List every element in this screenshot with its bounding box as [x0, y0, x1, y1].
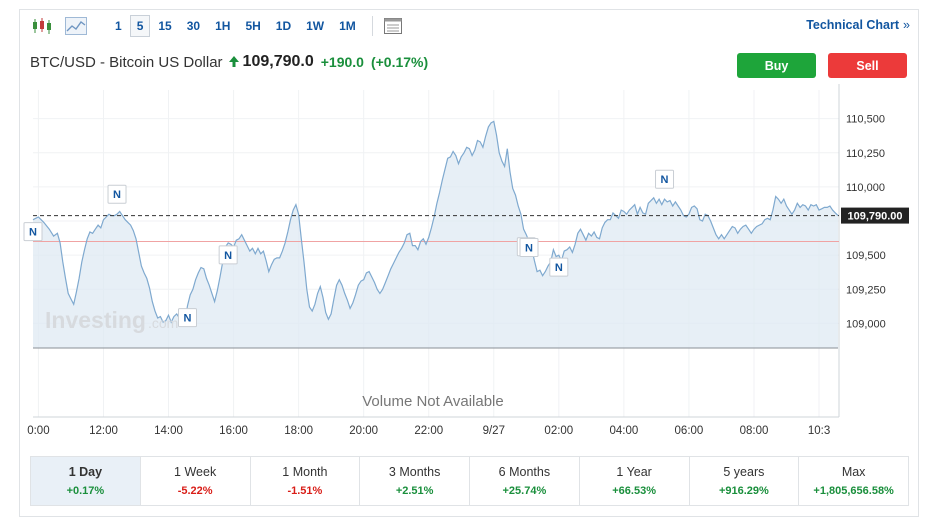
- interval-1[interactable]: 1: [115, 19, 122, 33]
- x-tick-label: 06:00: [675, 425, 704, 437]
- sell-button[interactable]: Sell: [828, 53, 907, 78]
- interval-15[interactable]: 15: [158, 19, 172, 33]
- last-price-tag-label: 109,790.00: [847, 211, 902, 223]
- news-marker-label: N: [224, 250, 232, 262]
- x-tick-label: 0:00: [27, 425, 49, 437]
- interval-5[interactable]: 5: [129, 15, 151, 37]
- last-price: 109,790.0: [242, 53, 314, 70]
- y-tick-label: 110,500: [846, 114, 885, 126]
- y-tick-label: 110,000: [846, 182, 885, 194]
- price-change-percent: (+0.17%): [370, 54, 429, 70]
- news-marker-label: N: [661, 174, 669, 186]
- period-change: -5.22%: [177, 485, 213, 497]
- y-tick-label: 109,000: [846, 318, 886, 330]
- price-area-fill: [33, 121, 838, 349]
- x-tick-label: 12:00: [89, 425, 118, 437]
- technical-chart-label: Technical Chart: [806, 18, 900, 32]
- y-tick-label: 109,250: [846, 284, 886, 296]
- period-label: Max: [841, 465, 866, 479]
- period-change: +916.29%: [718, 485, 769, 497]
- area-chart-icon[interactable]: [64, 15, 88, 37]
- period-1-month[interactable]: 1 Month -1.51%: [251, 457, 361, 505]
- interval-1w[interactable]: 1W: [306, 19, 325, 33]
- x-tick-label: 9/27: [483, 425, 505, 437]
- news-marker-label: N: [184, 313, 192, 325]
- double-chevron-right-icon: »: [903, 18, 910, 32]
- news-marker: [23, 222, 43, 242]
- interval-30[interactable]: 30: [186, 19, 201, 33]
- chart-toolbar: 1 5 15 30 1H 5H 1D 1W 1M Technical Chart…: [20, 10, 918, 42]
- period-change: +25.74%: [502, 485, 547, 497]
- x-tick-label: 16:00: [219, 425, 248, 437]
- buy-button[interactable]: Buy: [737, 53, 816, 78]
- interval-1m[interactable]: 1M: [339, 19, 356, 33]
- x-tick-label: 08:00: [740, 425, 769, 437]
- interval-1h[interactable]: 1H: [215, 19, 231, 33]
- period-1-week[interactable]: 1 Week -5.22%: [141, 457, 251, 505]
- period-change: -1.51%: [287, 485, 323, 497]
- y-tick-label: 109,500: [846, 250, 886, 262]
- period-change: +2.51%: [395, 485, 434, 497]
- period-3-months[interactable]: 3 Months +2.51%: [360, 457, 470, 505]
- period-change: +1,805,656.58%: [813, 485, 894, 497]
- period-6-months[interactable]: 6 Months +25.74%: [470, 457, 580, 505]
- period-label: 1 Week: [174, 465, 217, 479]
- news-marker: [519, 238, 539, 258]
- price-line: [32, 120, 839, 325]
- x-tick-label: 14:00: [154, 425, 183, 437]
- price-change: +190.0: [320, 54, 364, 70]
- investing-watermark: Investing: [45, 307, 146, 333]
- x-tick-label: 10:3: [808, 425, 830, 437]
- candlestick-icon[interactable]: [30, 15, 54, 37]
- y-tick-label: 110,250: [846, 148, 885, 160]
- toolbar-divider: [371, 16, 373, 36]
- news-marker-label: N: [525, 243, 533, 255]
- investing-watermark-suffix: .com: [148, 315, 178, 331]
- x-tick-label: 02:00: [544, 425, 573, 437]
- period-1-day[interactable]: 1 Day +0.17%: [31, 457, 141, 505]
- news-marker: [177, 308, 197, 328]
- table-icon[interactable]: [381, 15, 405, 37]
- period-change: +0.17%: [66, 485, 105, 497]
- period-1-year[interactable]: 1 Year +66.53%: [580, 457, 690, 505]
- x-tick-label: 18:00: [284, 425, 313, 437]
- interval-5h[interactable]: 5H: [245, 19, 261, 33]
- price-chart[interactable]: Investing .com Volume Not Available 110,500…: [20, 84, 918, 452]
- news-marker-label: N: [29, 227, 37, 239]
- x-tick-label: 22:00: [414, 425, 443, 437]
- x-tick-label: 20:00: [349, 425, 378, 437]
- interval-1d[interactable]: 1D: [275, 19, 292, 33]
- period-change: +66.53%: [612, 485, 656, 497]
- up-arrow-icon: [228, 54, 239, 71]
- news-marker: [218, 245, 238, 265]
- period-label: 3 Months: [388, 465, 441, 479]
- period-5-years[interactable]: 5 years +916.29%: [690, 457, 800, 505]
- period-label: 1 Year: [616, 465, 652, 479]
- period-max[interactable]: Max +1,805,656.58%: [799, 457, 908, 505]
- volume-not-available-text: Volume Not Available: [362, 393, 503, 410]
- chart-widget: 1 5 15 30 1H 5H 1D 1W 1M Technical Chart…: [19, 9, 919, 517]
- last-price-tag: [841, 207, 909, 224]
- news-marker-label: N: [555, 262, 563, 274]
- news-marker: [107, 184, 127, 204]
- technical-chart-link[interactable]: Technical Chart»: [806, 18, 910, 32]
- performance-periods: 1 Day +0.17% 1 Week -5.22% 1 Month -1.51% 3 Mo…: [30, 456, 909, 506]
- period-label: 1 Day: [68, 465, 103, 479]
- instrument-name: BTC/USD - Bitcoin US Dollar: [30, 53, 223, 71]
- period-label: 6 Months: [498, 465, 551, 479]
- news-marker: [549, 257, 569, 277]
- news-marker: [655, 169, 675, 189]
- x-tick-label: 04:00: [609, 425, 638, 437]
- news-marker-label: N: [113, 189, 121, 201]
- period-label: 5 years: [723, 465, 765, 479]
- instrument-header: BTC/USD - Bitcoin US Dollar 109,790.0 +1…: [30, 53, 428, 71]
- period-label: 1 Month: [282, 465, 328, 479]
